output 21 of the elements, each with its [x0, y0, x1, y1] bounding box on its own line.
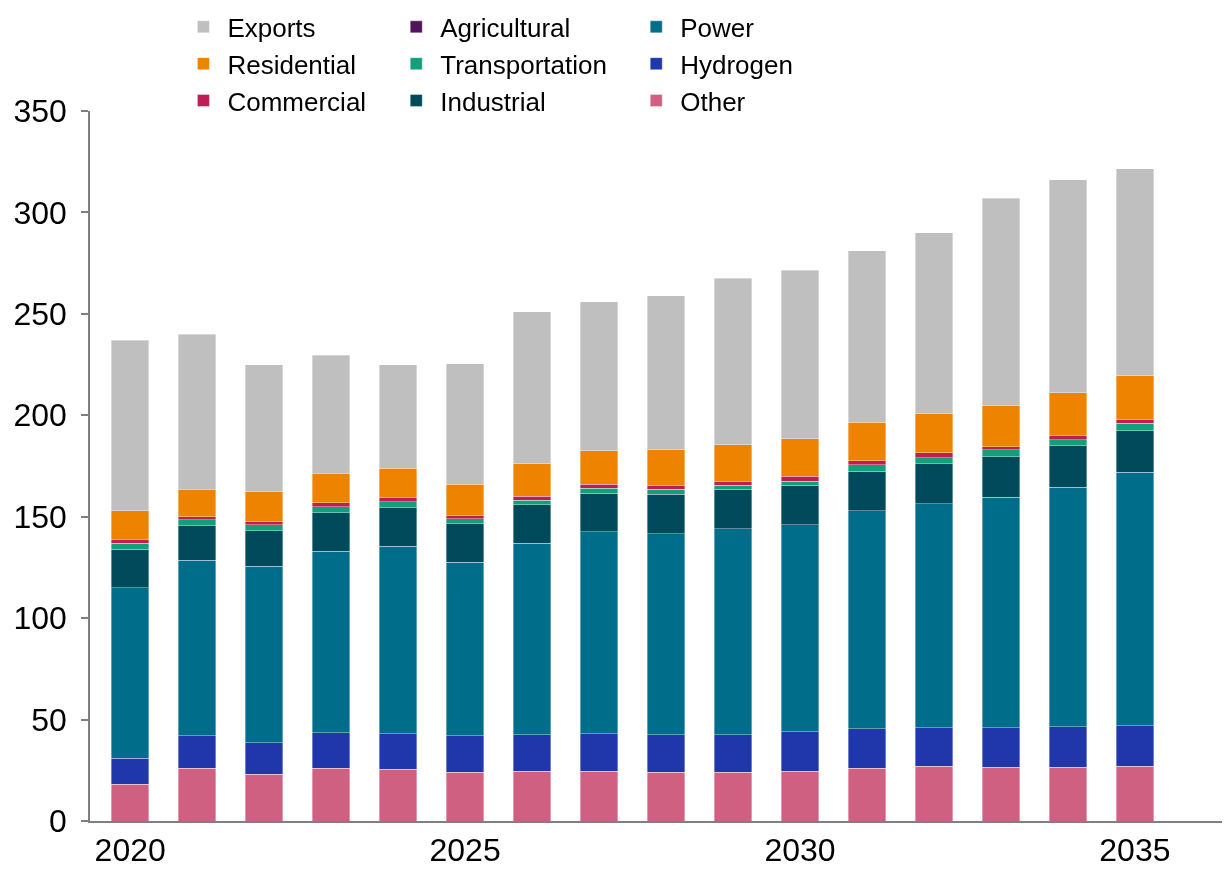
- y-tick-label: 300: [13, 194, 67, 231]
- legend-label: Agricultural: [440, 12, 571, 43]
- y-tick-label: 50: [31, 701, 67, 738]
- y-tick-label: 0: [49, 803, 67, 840]
- y-tick-label: 200: [13, 397, 67, 434]
- y-tick-label: 250: [13, 296, 67, 333]
- legend-label: Exports: [227, 12, 316, 43]
- x-tick-label: 2030: [764, 832, 836, 869]
- legend-label: Hydrogen: [680, 49, 793, 80]
- x-tick-label: 2025: [429, 832, 501, 869]
- legend-label: Industrial: [440, 86, 546, 117]
- y-tick-label: 150: [13, 498, 67, 535]
- legend-label: Other: [680, 86, 746, 117]
- x-tick-label: 2020: [94, 832, 166, 869]
- y-tick-label: 350: [13, 93, 67, 130]
- legend-label: Power: [680, 12, 755, 43]
- legend-label: Residential: [227, 49, 357, 80]
- legend-label: Transportation: [440, 49, 607, 80]
- y-tick-label: 100: [13, 600, 67, 637]
- x-tick-label: 2035: [1099, 832, 1171, 869]
- legend-label: Commercial: [227, 86, 367, 117]
